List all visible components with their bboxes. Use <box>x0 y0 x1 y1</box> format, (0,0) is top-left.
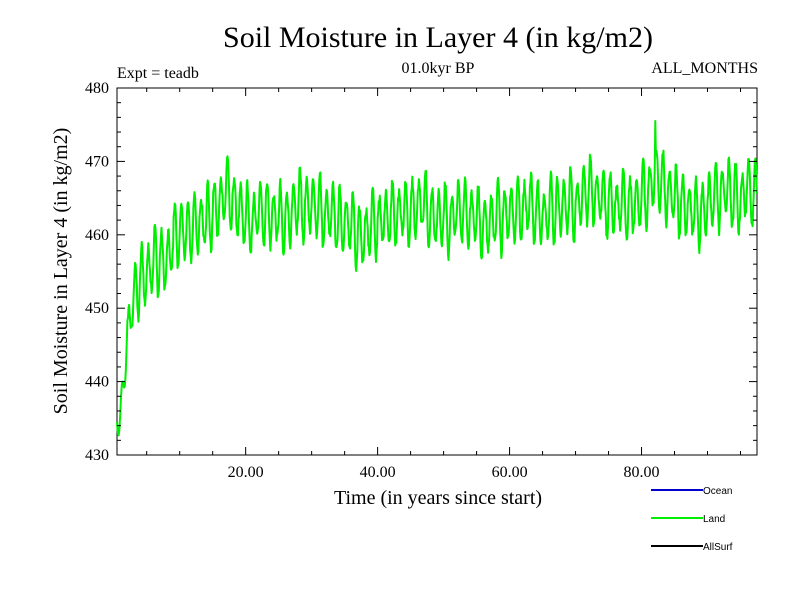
plot-frame <box>116 87 758 456</box>
legend: Ocean Land AllSurf <box>651 486 733 553</box>
y-tick-label: 470 <box>85 153 109 170</box>
x-tick-label: 80.00 <box>624 464 660 481</box>
y-tick-label: 430 <box>85 447 109 464</box>
series-layer <box>116 120 758 437</box>
y-axis-label: Soil Moisture in Layer 4 (in kg/m2) <box>50 128 72 415</box>
chart-title: Soil Moisture in Layer 4 (in kg/m2) <box>223 21 653 54</box>
experiment-label: Expt = teadb <box>117 65 199 82</box>
x-axis-label: Time (in years since start) <box>334 487 542 509</box>
y-tick-label: 480 <box>85 80 109 97</box>
x-axis: 20.00 40.00 60.00 80.00 <box>146 88 742 481</box>
months-label: ALL_MONTHS <box>651 60 758 77</box>
plot-area <box>116 87 758 456</box>
y-axis: 430 440 450 460 470 480 <box>85 80 757 464</box>
y-tick-label: 460 <box>85 227 109 244</box>
y-tick-label: 450 <box>85 300 109 317</box>
y-tick-label: 440 <box>85 374 109 391</box>
legend-label-allsurf: AllSurf <box>703 542 733 553</box>
legend-label-ocean: Ocean <box>703 486 732 497</box>
period-label: 01.0kyr BP <box>402 60 475 77</box>
x-tick-label: 60.00 <box>492 464 528 481</box>
legend-label-land: Land <box>703 514 725 525</box>
x-tick-label: 40.00 <box>360 464 396 481</box>
x-tick-label: 20.00 <box>228 464 264 481</box>
series-line-land <box>116 120 758 437</box>
